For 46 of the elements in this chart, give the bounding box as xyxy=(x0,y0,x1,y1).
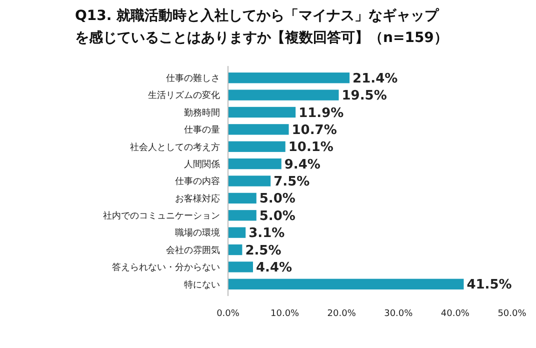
data-label: 7.5% xyxy=(274,174,310,190)
bar xyxy=(228,106,296,118)
y-tick-label: 社内でのコミュニケーション xyxy=(103,210,220,222)
bar xyxy=(228,72,350,84)
y-tick-label: 答えられない・分からない xyxy=(112,262,220,274)
bar xyxy=(228,124,289,135)
bar xyxy=(228,278,464,290)
bar xyxy=(228,210,256,221)
bar xyxy=(228,244,242,256)
x-tick-label: 50.0% xyxy=(498,309,527,319)
bar xyxy=(228,262,253,272)
y-tick-label: 勤務時間 xyxy=(184,107,220,118)
bar xyxy=(228,227,246,238)
y-tick-label: 仕事の難しさ xyxy=(166,73,220,84)
data-label: 9.4% xyxy=(284,157,320,172)
data-label: 19.5% xyxy=(342,88,387,104)
bar xyxy=(228,90,339,100)
data-label: 4.4% xyxy=(256,260,292,276)
data-label: 10.1% xyxy=(288,140,334,156)
x-tick-label: 10.0% xyxy=(270,309,300,319)
data-label: 21.4% xyxy=(352,71,398,86)
y-tick-label: 会社の雰囲気 xyxy=(166,244,220,256)
data-label: 10.7% xyxy=(292,122,337,138)
bar xyxy=(228,141,286,152)
bar xyxy=(228,192,256,204)
y-tick-label: 仕事の内容 xyxy=(175,176,220,188)
y-tick-label: お客様対応 xyxy=(175,193,220,204)
y-tick-label: 特にない xyxy=(184,279,220,290)
data-label: 5.0% xyxy=(259,208,296,224)
data-label: 11.9% xyxy=(298,106,344,121)
y-tick-label: 人間関係 xyxy=(184,158,220,170)
x-tick-label: 0.0% xyxy=(216,309,240,319)
bar xyxy=(228,158,282,170)
chart-title: Q13. 就職活動時と入社してから「マイナス」なギャップを感じていることはありますか【複数回答可】（n=159） xyxy=(75,7,448,46)
y-tick-label: 職場の環境 xyxy=(175,228,220,239)
x-tick-label: 40.0% xyxy=(440,309,470,319)
data-label: 41.5% xyxy=(466,278,512,293)
data-label: 5.0% xyxy=(259,192,296,207)
x-tick-label: 20.0% xyxy=(327,309,356,319)
y-tick-label: 生活リズムの変化 xyxy=(148,90,220,102)
data-label: 2.5% xyxy=(245,243,282,258)
data-label: 3.1% xyxy=(248,226,285,242)
y-tick-label: 社会人としての考え方 xyxy=(130,142,220,153)
y-tick-label: 仕事の量 xyxy=(184,124,220,136)
bar xyxy=(228,176,271,186)
x-tick-label: 30.0% xyxy=(384,309,414,319)
